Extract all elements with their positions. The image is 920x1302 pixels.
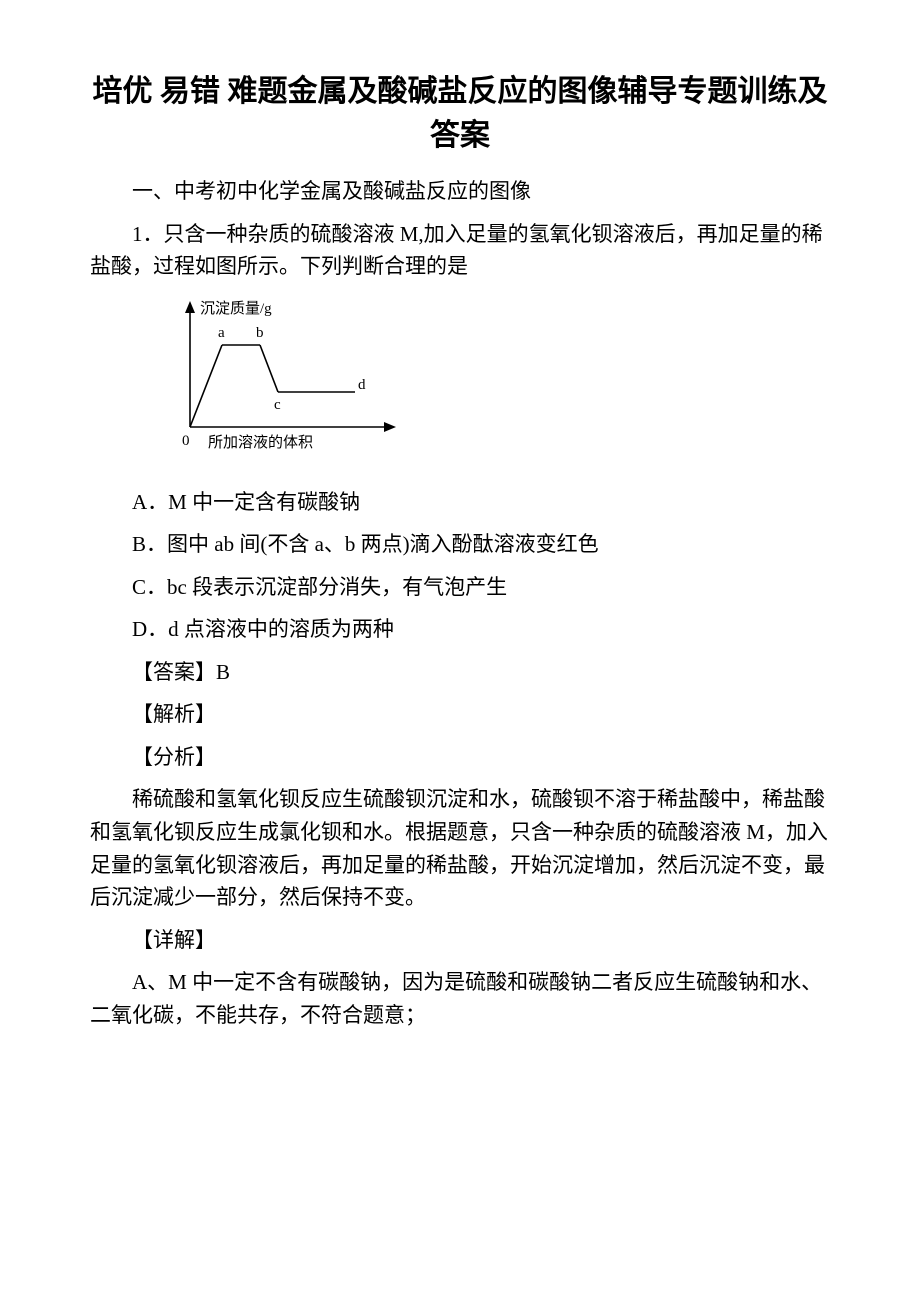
label-d: d [358, 377, 366, 393]
option-d: D．d 点溶液中的溶质为两种 [90, 613, 830, 646]
answer-label: 【答案】B [90, 656, 830, 689]
question-stem: 1．只含一种杂质的硫酸溶液 M,加入足量的氢氧化钡溶液后，再加足量的稀盐酸，过程… [90, 218, 830, 283]
curve-group [190, 345, 355, 427]
xiangjie-a: A、M 中一定不含有碳酸钠，因为是硫酸和碳酸钠二者反应生硫酸钠和水、二氧化碳，不… [90, 966, 830, 1031]
jiexi-label: 【解析】 [90, 698, 830, 731]
xiangjie-label: 【详解】 [90, 924, 830, 957]
option-b: B．图中 ab 间(不含 a、b 两点)滴入酚酞溶液变红色 [90, 528, 830, 561]
page-title: 培优 易错 难题金属及酸碱盐反应的图像辅导专题训练及答案 [90, 70, 830, 157]
section-heading: 一、中考初中化学金属及酸碱盐反应的图像 [90, 175, 830, 208]
x-axis-arrow [384, 422, 396, 432]
label-c: c [274, 397, 281, 413]
label-a: a [218, 325, 225, 341]
y-axis-arrow [185, 301, 195, 313]
segment-bc [260, 345, 278, 392]
x-axis-label: 所加溶液的体积 [208, 434, 313, 451]
option-a: A．M 中一定含有碳酸钠 [90, 486, 830, 519]
precipitate-mass-diagram: a b c d 沉淀质量/g 0 所加溶液的体积 [160, 297, 830, 472]
fenxi-body: 稀硫酸和氢氧化钡反应生硫酸钡沉淀和水，硫酸钡不溶于稀盐酸中，稀盐酸和氢氧化钡反应… [90, 783, 830, 913]
origin-label: 0 [182, 433, 190, 449]
option-c: C．bc 段表示沉淀部分消失，有气泡产生 [90, 571, 830, 604]
diagram-svg: a b c d 沉淀质量/g 0 所加溶液的体积 [160, 297, 420, 467]
axes-group [185, 301, 396, 432]
y-axis-label: 沉淀质量/g [200, 300, 272, 317]
fenxi-label: 【分析】 [90, 741, 830, 774]
label-b: b [256, 325, 264, 341]
segment-rise [190, 345, 222, 427]
